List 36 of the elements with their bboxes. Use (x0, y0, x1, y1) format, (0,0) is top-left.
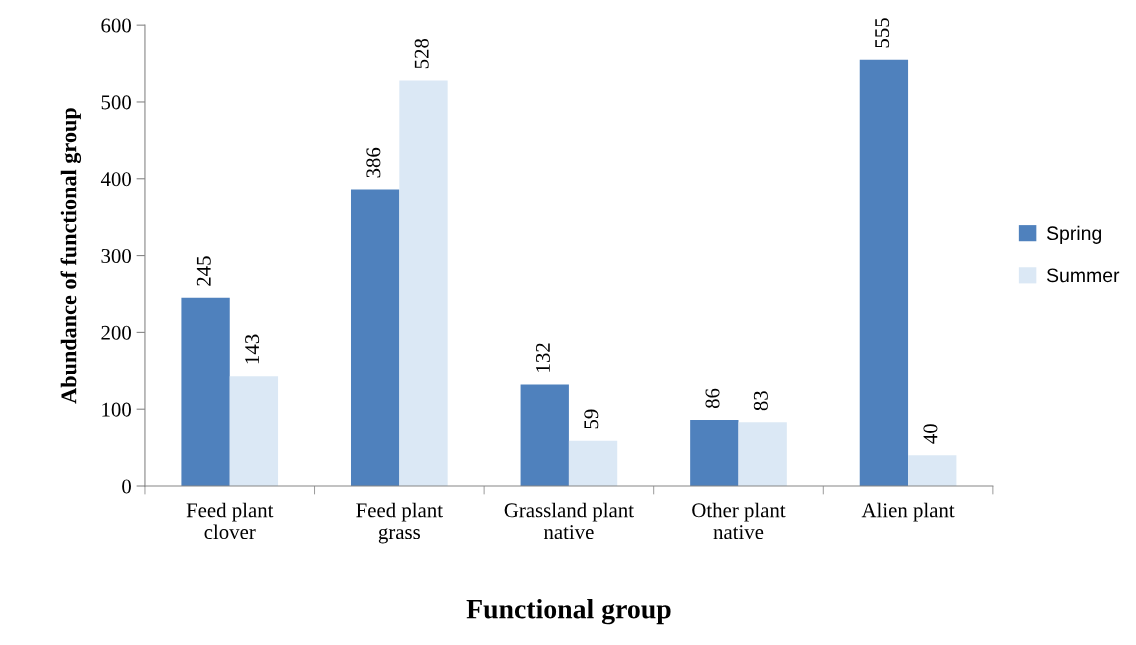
data-label: 132 (535, 343, 550, 372)
x-tick-label: Other plant native (692, 502, 786, 540)
y-tick-label: 200 (101, 325, 131, 340)
y-tick-label: 500 (101, 95, 131, 110)
y-tick-label: 100 (102, 402, 131, 417)
data-label: 528 (414, 38, 429, 69)
legend-label: Summer (1046, 268, 1120, 283)
y-tick-label: 400 (100, 172, 131, 187)
data-label: 86 (705, 388, 720, 409)
bar (351, 189, 400, 487)
x-tick-label: Grassland plant native (504, 502, 634, 540)
y-tick-label: 600 (101, 18, 131, 33)
bar (690, 419, 739, 487)
data-label: 245 (196, 256, 211, 286)
data-label: 83 (753, 391, 768, 411)
bar (568, 440, 618, 487)
data-label: 386 (366, 147, 381, 178)
data-label: 40 (923, 424, 938, 444)
y-tick-label: 300 (101, 248, 131, 264)
legend-label: Spring (1046, 225, 1102, 244)
bar (399, 80, 448, 487)
bar (859, 59, 909, 487)
x-tick-label: Feed plant clover (186, 502, 274, 540)
bar (908, 455, 957, 487)
y-tick-label: 0 (122, 479, 131, 494)
x-axis-title: Functional group (466, 598, 671, 625)
data-label: 555 (875, 18, 890, 48)
bar (229, 376, 279, 487)
x-tick-label: Alien plant (861, 502, 955, 522)
data-label: 143 (245, 334, 260, 364)
bar (738, 422, 787, 487)
x-tick-label: Feed plant grass (356, 502, 443, 544)
y-axis-title: Abundance of functional group (60, 108, 82, 404)
bar (520, 384, 569, 487)
data-label: 59 (584, 409, 599, 429)
bar (181, 297, 230, 487)
